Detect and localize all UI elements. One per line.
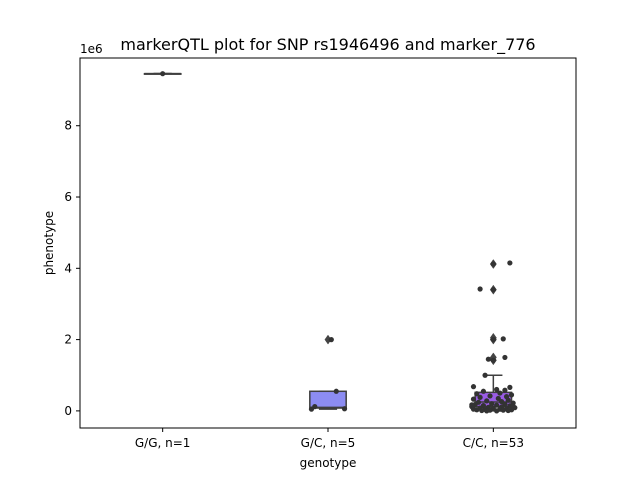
y-tick-label: 6 [64,190,72,204]
x-tick-label: G/C, n=5 [301,436,356,450]
data-point [500,336,506,342]
data-point [477,394,483,400]
data-point [485,356,491,362]
data-point [494,386,500,393]
data-point [505,397,511,403]
data-point [494,402,500,408]
chart-title: markerQTL plot for SNP rs1946496 and mar… [120,35,535,55]
data-point [507,384,513,390]
data-point [490,336,496,343]
data-point [470,384,477,390]
x-tick-label: C/C, n=53 [463,436,524,450]
data-point [484,408,490,414]
data-point [479,407,485,414]
data-point [505,407,511,414]
data-point [308,406,315,412]
data-point [502,354,508,361]
y-axis-label: phenotype [42,211,56,275]
data-point [490,357,496,363]
y-scale-label: 1e6 [80,42,103,56]
x-tick-label: G/G, n=1 [135,436,191,450]
data-point [469,402,475,408]
data-point [328,336,334,343]
data-point [489,401,495,407]
data-point [160,71,166,77]
data-point [487,393,493,399]
axis-ticks: 0 2 4 6 8 G/G, n=1 G/C, n=5 C/C, n=53 [64,119,524,450]
data-point [510,403,516,409]
y-tick-label: 8 [64,119,72,133]
data-point [502,387,508,393]
data-point [490,261,496,267]
data-point [470,396,477,402]
boxes-layer [143,72,513,412]
data-point [341,406,348,412]
axes-frame [79,57,577,429]
data-point [474,407,480,413]
y-tick-label: 0 [64,404,72,418]
y-tick-label: 4 [64,261,72,275]
points-layer [160,71,518,414]
data-point [474,391,480,397]
x-axis-label: genotype [300,456,357,470]
data-point [495,395,501,402]
y-tick-label: 2 [64,333,72,347]
data-point [480,388,487,394]
data-point [500,407,506,413]
data-point [508,392,515,398]
data-point [494,408,500,414]
data-point [477,286,483,292]
data-point [497,390,503,396]
box-1 [309,334,347,410]
data-point [484,398,490,404]
data-point [482,372,488,378]
data-point [490,287,496,293]
data-point [507,260,513,266]
data-point [333,388,339,394]
